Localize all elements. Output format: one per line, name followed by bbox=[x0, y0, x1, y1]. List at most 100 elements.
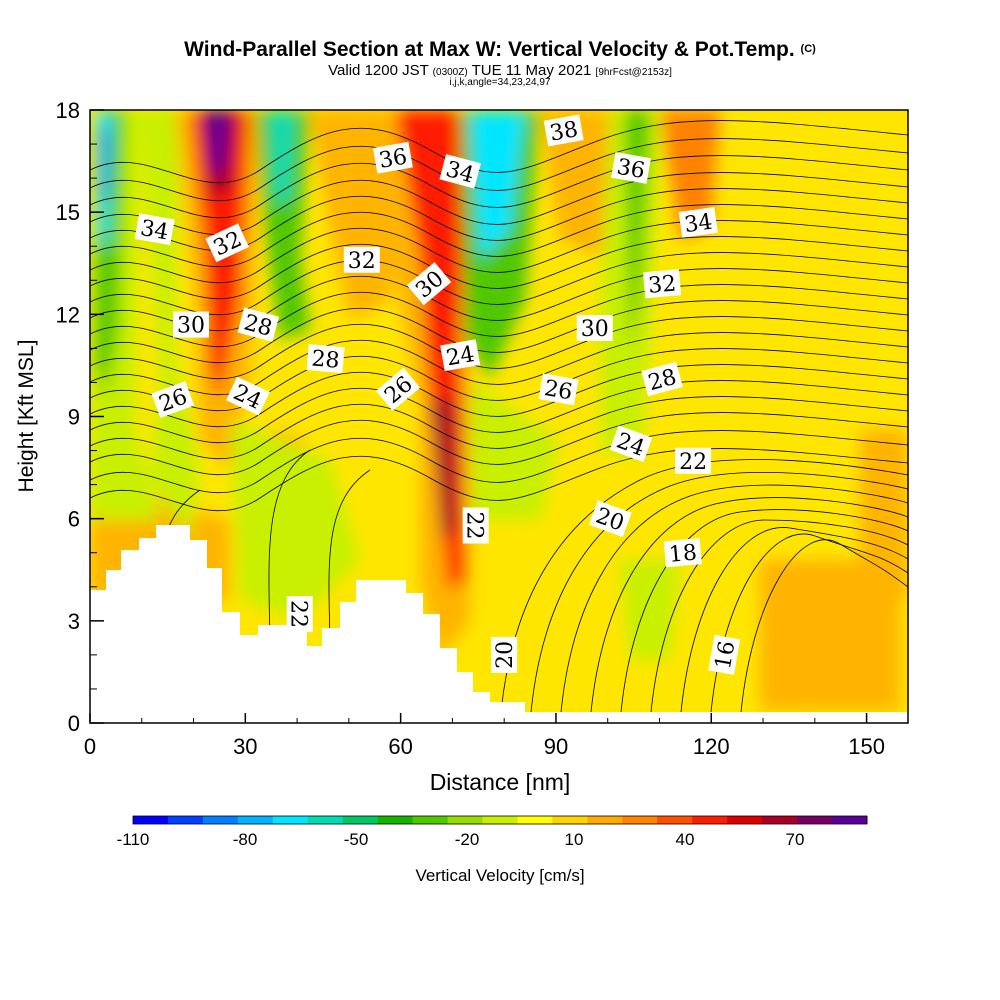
copyright-mark: (C) bbox=[800, 43, 816, 55]
contour-label-text: 22 bbox=[286, 600, 311, 628]
velocity-band bbox=[470, 110, 525, 260]
contour-label-box bbox=[372, 141, 413, 174]
colorbar-swatch bbox=[517, 816, 553, 824]
contour-label-text: 22 bbox=[679, 450, 707, 475]
colorbar-swatch bbox=[377, 816, 414, 824]
y-tick-label: 15 bbox=[56, 200, 80, 225]
contour-label-box bbox=[306, 344, 345, 374]
contour-label-box bbox=[491, 636, 518, 673]
colorbar-swatch bbox=[727, 816, 763, 824]
contour-label: 22 bbox=[675, 447, 712, 475]
isentrope bbox=[90, 316, 908, 380]
contour-label-box bbox=[538, 373, 579, 406]
contour-label-box bbox=[543, 114, 584, 147]
contour-label: 34 bbox=[678, 207, 718, 239]
contour-label: 20 bbox=[588, 500, 632, 538]
contour-label-box bbox=[439, 154, 481, 189]
contour-label-text: 16 bbox=[711, 639, 740, 671]
colorbar-swatch bbox=[272, 816, 309, 824]
contour-label: 22 bbox=[462, 507, 489, 544]
contour-label: 34 bbox=[134, 213, 175, 246]
contour-label-text: 32 bbox=[647, 272, 677, 299]
colorbar-tick-label: -50 bbox=[344, 830, 369, 849]
contour-label-box bbox=[708, 634, 741, 675]
y-tick-label: 0 bbox=[68, 711, 80, 736]
contour-label-text: 20 bbox=[493, 641, 518, 669]
velocity-band bbox=[470, 380, 560, 520]
isentrope bbox=[90, 138, 908, 202]
colorbar-swatch bbox=[552, 816, 588, 824]
y-tick-label: 18 bbox=[56, 98, 80, 123]
contour-label: 28 bbox=[306, 344, 345, 374]
colorbar-tick-label: -80 bbox=[233, 830, 258, 849]
isentrope bbox=[90, 188, 908, 252]
colorbar-swatch bbox=[832, 816, 868, 824]
colorbar-tick-label: 70 bbox=[786, 830, 805, 849]
valid-time: Valid 1200 JST bbox=[328, 62, 429, 79]
contour-label-box bbox=[588, 500, 632, 538]
colorbar-swatch bbox=[412, 816, 449, 824]
contour-label: 30 bbox=[173, 311, 209, 339]
contour-label: 24 bbox=[440, 339, 481, 371]
x-tick-label: 30 bbox=[233, 734, 257, 759]
contour-label-box bbox=[134, 213, 175, 246]
isentrope bbox=[559, 484, 908, 723]
colorbar-swatch bbox=[342, 816, 379, 824]
contour-label: 26 bbox=[538, 373, 579, 406]
colorbar-tick-label: 40 bbox=[676, 830, 695, 849]
contour-label: 36 bbox=[611, 151, 651, 184]
contour-label-text: 24 bbox=[445, 342, 477, 371]
contour-label-box bbox=[462, 507, 489, 544]
velocity-band bbox=[540, 110, 620, 260]
contour-label-box bbox=[641, 361, 683, 397]
colorbar-tick-label: -110 bbox=[117, 830, 150, 849]
contour-label: 16 bbox=[708, 634, 741, 675]
colorbar-swatch bbox=[202, 816, 239, 824]
isentrope bbox=[679, 527, 908, 723]
colorbar: -110 -80 -50 -20 10 40 70 bbox=[117, 815, 868, 849]
valid-utc: (0300Z) bbox=[432, 67, 468, 78]
velocity-band bbox=[255, 110, 310, 340]
contour-label-box bbox=[611, 151, 651, 184]
colorbar-swatch bbox=[587, 816, 623, 824]
isentrope bbox=[90, 364, 908, 428]
contour-label-box bbox=[663, 538, 702, 568]
colorbar-tick-label: 10 bbox=[565, 830, 584, 849]
y-tick-label: 6 bbox=[68, 507, 80, 532]
x-tick-label: 0 bbox=[84, 734, 96, 759]
contour-label-box bbox=[173, 311, 209, 338]
isentrope bbox=[90, 396, 908, 460]
isentrope bbox=[90, 300, 908, 364]
colorbar-swatch bbox=[762, 816, 798, 824]
velocity-band bbox=[268, 110, 295, 205]
velocity-band bbox=[660, 110, 720, 240]
velocity-band bbox=[620, 560, 680, 660]
chart-title: Wind-Parallel Section at Max W: Vertical… bbox=[0, 38, 1000, 62]
colorbar-swatch bbox=[307, 816, 344, 824]
contour-label-text: 26 bbox=[542, 376, 574, 405]
contour-label: 18 bbox=[663, 538, 702, 568]
contour-label-box bbox=[151, 381, 195, 418]
contour-label-text: 34 bbox=[138, 216, 170, 245]
x-tick-label: 90 bbox=[544, 734, 568, 759]
contour-label-text: 30 bbox=[177, 314, 205, 339]
y-axis-label: Height [Kft MSL] bbox=[15, 340, 38, 493]
colorbar-swatch bbox=[797, 816, 833, 824]
isentrope bbox=[90, 172, 908, 236]
colorbar-swatch bbox=[237, 816, 274, 824]
contour-label-text: 34 bbox=[683, 210, 714, 239]
chart-subtitle: Valid 1200 JST (0300Z) TUE 11 May 2021 [… bbox=[0, 62, 1000, 79]
colorbar-swatch bbox=[657, 816, 693, 824]
isentrope bbox=[90, 332, 908, 396]
grid-indices: i,j,k,angle=34,23,24,97 bbox=[449, 77, 551, 88]
contour-label-text: 28 bbox=[310, 346, 340, 373]
y-tick-label: 12 bbox=[56, 302, 80, 327]
contour-label-box bbox=[643, 269, 682, 299]
velocity-band bbox=[205, 110, 230, 175]
x-tick-label: 120 bbox=[693, 734, 730, 759]
isentrope bbox=[90, 204, 908, 268]
isentrope bbox=[90, 155, 908, 219]
forecast-info: [9hrFcst@2153z] bbox=[595, 67, 672, 78]
